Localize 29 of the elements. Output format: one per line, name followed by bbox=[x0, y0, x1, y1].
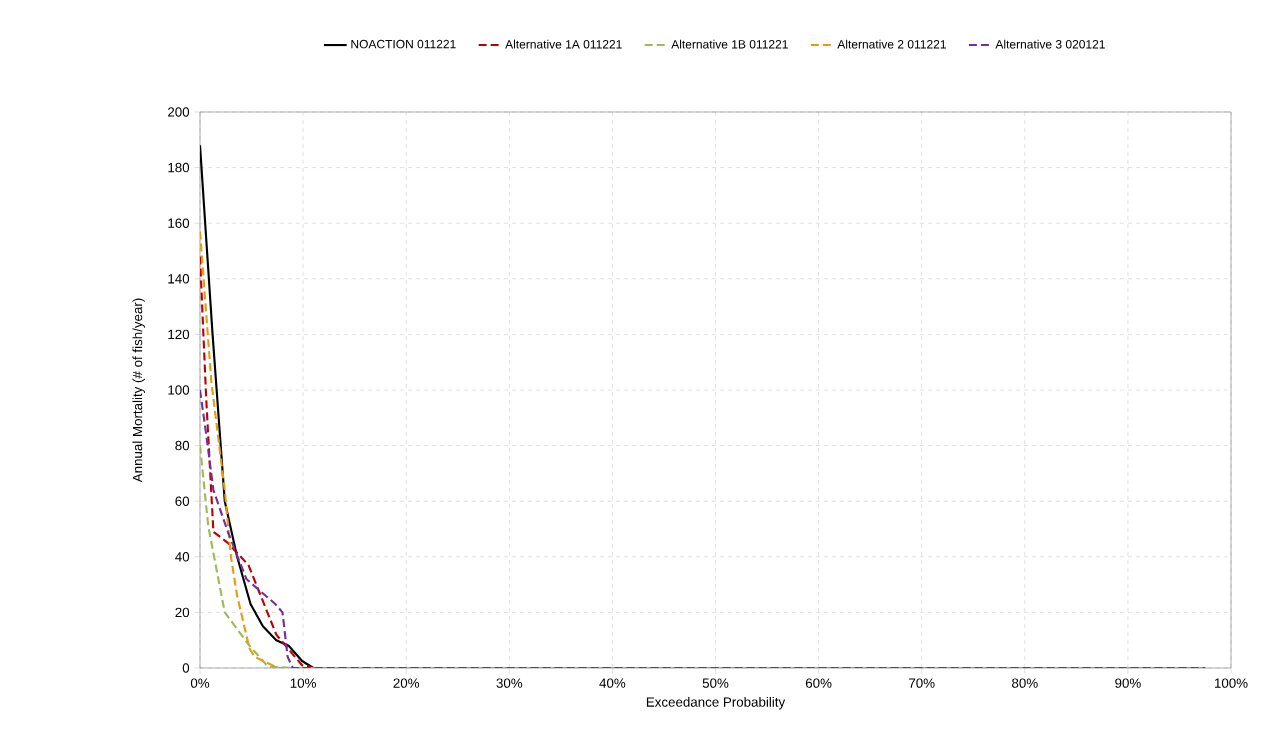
x-tick-label: 30% bbox=[496, 678, 523, 688]
x-tick-label: 20% bbox=[393, 678, 420, 688]
legend-label: Alternative 1B 011221 bbox=[671, 39, 788, 49]
legend-label: Alternative 3 020121 bbox=[995, 39, 1105, 49]
x-tick-label: 70% bbox=[909, 678, 935, 688]
y-tick-label: 40 bbox=[175, 552, 190, 562]
x-tick-label: 0% bbox=[190, 678, 210, 688]
y-tick-label: 20 bbox=[175, 607, 190, 618]
x-tick-label: 10% bbox=[290, 678, 316, 688]
x-tick-label: 50% bbox=[702, 678, 729, 688]
legend-label: Alternative 1A 011221 bbox=[505, 39, 622, 49]
x-tick-label: 60% bbox=[805, 678, 832, 688]
x-tick-label: 40% bbox=[599, 678, 626, 688]
x-axis-title: Exceedance Probability bbox=[646, 696, 786, 710]
y-tick-label: 120 bbox=[168, 329, 190, 340]
legend-label: Alternative 2 011221 bbox=[837, 39, 946, 49]
y-tick-label: 80 bbox=[175, 440, 190, 451]
x-tick-label: 90% bbox=[1115, 678, 1141, 688]
x-tick-label: 100% bbox=[1214, 678, 1248, 688]
y-tick-label: 0 bbox=[182, 663, 190, 673]
y-axis-title: Annual Mortality (# of fish/year) bbox=[132, 298, 145, 483]
y-tick-label: 60 bbox=[175, 496, 190, 506]
y-tick-label: 180 bbox=[168, 162, 190, 173]
legend-label: NOACTION 011221 bbox=[351, 39, 456, 49]
y-tick-label: 140 bbox=[168, 274, 190, 284]
y-tick-label: 160 bbox=[168, 218, 190, 228]
y-tick-label: 100 bbox=[168, 385, 190, 395]
x-tick-label: 80% bbox=[1012, 678, 1038, 688]
y-tick-label: 200 bbox=[168, 107, 190, 117]
